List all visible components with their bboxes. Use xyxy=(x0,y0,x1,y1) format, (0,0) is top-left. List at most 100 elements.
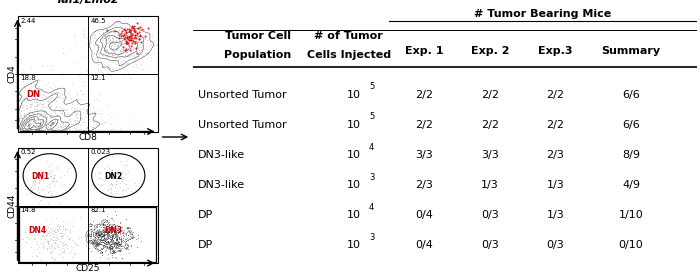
Point xyxy=(102,47,113,52)
Point xyxy=(32,103,43,108)
Point xyxy=(110,35,121,40)
Point xyxy=(85,224,97,229)
Point xyxy=(34,114,45,118)
Point xyxy=(102,241,113,245)
Point xyxy=(128,27,139,32)
Point xyxy=(89,241,100,245)
Point xyxy=(139,51,150,55)
Point xyxy=(111,53,122,57)
Point xyxy=(92,42,103,46)
Point xyxy=(26,111,37,115)
Point xyxy=(97,32,108,36)
Point xyxy=(114,232,125,236)
Point xyxy=(93,45,104,49)
Point xyxy=(73,127,84,131)
Point xyxy=(59,239,70,244)
Point xyxy=(125,226,136,230)
Point xyxy=(107,250,118,255)
Point xyxy=(27,119,38,123)
Point xyxy=(52,128,63,132)
Point xyxy=(105,246,116,250)
Point xyxy=(103,173,114,177)
Point xyxy=(115,42,126,47)
Point xyxy=(131,61,142,66)
Point xyxy=(46,127,57,132)
Point xyxy=(106,53,118,57)
Point xyxy=(85,238,97,242)
Point xyxy=(18,118,29,122)
Point xyxy=(24,125,35,130)
Point xyxy=(29,122,40,127)
Point xyxy=(44,98,55,102)
Point xyxy=(46,192,57,196)
Point xyxy=(93,228,104,232)
Point xyxy=(83,53,94,57)
Point xyxy=(125,48,136,52)
Point xyxy=(37,120,48,124)
Point xyxy=(123,42,134,47)
Point xyxy=(80,108,91,112)
Point xyxy=(104,38,116,42)
Point xyxy=(43,239,54,243)
Point xyxy=(44,251,55,256)
Point xyxy=(99,230,111,234)
Point xyxy=(118,188,129,193)
Point xyxy=(18,237,29,242)
Point xyxy=(95,246,106,250)
Point xyxy=(108,58,120,62)
Point xyxy=(64,182,75,187)
Point xyxy=(75,88,86,92)
Point xyxy=(128,235,139,239)
Point xyxy=(27,181,38,185)
Point xyxy=(111,62,122,67)
Point xyxy=(88,115,99,119)
Point xyxy=(130,33,141,37)
Point xyxy=(37,96,48,100)
Point xyxy=(23,113,34,117)
Point xyxy=(107,228,118,232)
Point xyxy=(88,112,99,116)
Point xyxy=(80,115,91,120)
Point xyxy=(42,128,53,133)
Point xyxy=(115,248,126,252)
Point xyxy=(122,41,134,45)
Point xyxy=(41,228,52,232)
Point xyxy=(48,183,60,187)
Point xyxy=(97,237,108,242)
Point xyxy=(120,43,131,47)
Point xyxy=(115,159,126,163)
Point xyxy=(66,113,78,117)
Point xyxy=(116,38,127,42)
Point xyxy=(122,47,134,51)
Point xyxy=(62,124,73,128)
Text: 0/4: 0/4 xyxy=(415,210,433,220)
Point xyxy=(49,238,60,242)
Point xyxy=(103,112,114,116)
Point xyxy=(92,232,104,237)
Point xyxy=(30,175,41,179)
Point xyxy=(125,47,136,52)
Point xyxy=(31,121,42,126)
Point xyxy=(110,233,121,238)
Point xyxy=(78,35,90,39)
Point xyxy=(30,98,41,103)
Point xyxy=(32,127,43,131)
Point xyxy=(107,127,118,131)
Point xyxy=(102,234,113,238)
Point xyxy=(34,173,46,178)
Point xyxy=(33,120,44,124)
Point xyxy=(34,125,45,130)
Point xyxy=(99,239,111,244)
Point xyxy=(88,232,99,236)
Point xyxy=(107,53,118,57)
Point xyxy=(82,99,93,104)
Point xyxy=(108,40,119,45)
Point xyxy=(53,226,64,230)
Point xyxy=(59,123,70,127)
Point xyxy=(140,34,151,39)
Point xyxy=(105,50,116,54)
Point xyxy=(107,30,118,34)
Point xyxy=(26,65,37,70)
Point xyxy=(127,45,139,50)
Point xyxy=(36,102,47,106)
